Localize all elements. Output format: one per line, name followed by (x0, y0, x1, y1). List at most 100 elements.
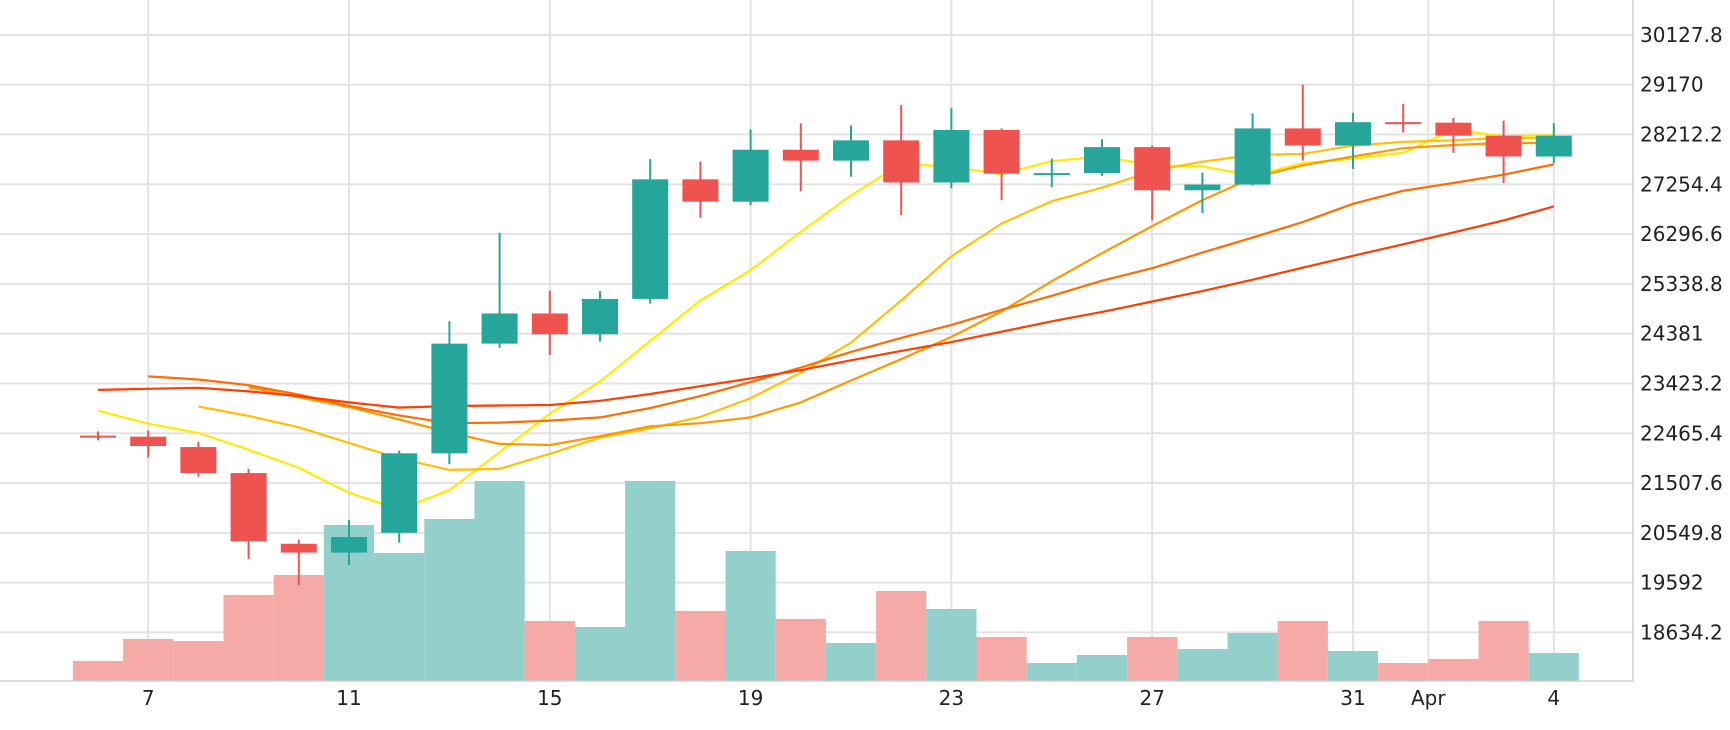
candle (531, 290, 568, 356)
candle-body (331, 537, 367, 553)
candle (1385, 103, 1422, 133)
volume-bar (1076, 655, 1128, 681)
x-tick-label: 31 (1340, 686, 1365, 710)
x-tick-label: 7 (142, 686, 155, 710)
candle-body (1084, 147, 1120, 174)
x-tick-label: 11 (336, 686, 361, 710)
candle (933, 108, 970, 189)
y-tick-label: 23423.2 (1640, 371, 1723, 395)
moving-average-line (198, 136, 1554, 471)
volume-bar (1127, 637, 1178, 681)
volume-bar (675, 611, 726, 681)
candle (381, 450, 418, 543)
candle (180, 441, 217, 477)
candle-body (983, 129, 1020, 174)
candle-body (481, 313, 518, 344)
volume-bar (825, 643, 877, 681)
candle (331, 519, 367, 566)
tick-labels: 30127.8 29170 28212.2 27254.4 26296.6 25338.8… (142, 23, 1723, 710)
candle (1435, 118, 1472, 153)
volume-bar (775, 619, 826, 681)
volume-bar (524, 621, 575, 681)
volume-bar (374, 553, 425, 681)
candle-body (682, 179, 719, 202)
x-tick-label: Apr (1411, 686, 1446, 710)
volume-bar (1177, 649, 1228, 681)
volume-bar (474, 481, 525, 681)
volume-bar (1428, 659, 1479, 681)
candle-body (1535, 135, 1572, 157)
candle (280, 539, 317, 585)
volume-bar (1327, 651, 1379, 681)
y-tick-label: 24381 (1640, 322, 1704, 346)
volume-bar (173, 641, 224, 681)
candle-body (1284, 128, 1321, 146)
volume-bar (72, 661, 124, 681)
candle (230, 468, 267, 559)
candle (682, 161, 719, 218)
volume-bar (625, 481, 676, 681)
candle (582, 291, 618, 342)
volume-bar (1277, 621, 1328, 681)
candle-body (1234, 128, 1271, 185)
x-tick-label: 15 (537, 686, 562, 710)
volume-bar (1026, 663, 1077, 681)
axes (0, 0, 1634, 682)
candle (130, 430, 167, 458)
candle (782, 123, 819, 192)
moving-average-line (148, 163, 1555, 425)
candle (481, 232, 518, 348)
candle-body (1184, 184, 1221, 191)
candle-body (782, 149, 819, 161)
candle-body (1335, 122, 1371, 146)
y-tick-label: 29170 (1640, 73, 1704, 97)
y-tick-label: 20549.8 (1640, 521, 1723, 545)
y-tick-label: 26296.6 (1640, 222, 1723, 246)
x-tick-label: 23 (939, 686, 964, 710)
candle (983, 128, 1020, 201)
candle-body (1485, 135, 1522, 157)
candle (1535, 123, 1572, 164)
candle-body (632, 179, 669, 299)
volume-bar (273, 575, 324, 681)
candle-body (280, 543, 317, 553)
candle-body (130, 436, 167, 447)
candle-body (381, 453, 418, 533)
x-tick-label: 19 (738, 686, 763, 710)
volume-bar (574, 627, 626, 681)
candle-body (1435, 122, 1472, 136)
candle-body (933, 129, 970, 183)
candle-body (531, 313, 568, 335)
y-tick-label: 30127.8 (1640, 23, 1723, 47)
volume-bar (1227, 633, 1278, 681)
volume-bar (976, 637, 1027, 681)
y-tick-label: 22465.4 (1640, 421, 1723, 445)
candle-body (1033, 173, 1070, 176)
moving-average-line (97, 128, 1554, 511)
y-tick-label: 21507.6 (1640, 471, 1723, 495)
candle-body (80, 435, 116, 438)
candle (883, 105, 920, 216)
candle (80, 431, 116, 441)
grid (0, 0, 1633, 681)
candle (1485, 120, 1522, 183)
y-tick-label: 19592 (1640, 571, 1704, 595)
candles (80, 84, 1572, 585)
candle (1084, 139, 1120, 176)
volume-bar (725, 551, 776, 681)
volume-bar (123, 639, 174, 681)
candle (1335, 112, 1371, 169)
moving-averages (97, 128, 1555, 511)
candle-body (180, 447, 217, 474)
candle (1184, 172, 1221, 214)
candle-body (833, 140, 869, 161)
candle (431, 321, 468, 465)
volume-bar (1478, 621, 1529, 681)
candle (1234, 113, 1271, 186)
y-tick-label: 27254.4 (1640, 172, 1723, 196)
candle-body (431, 343, 468, 454)
y-tick-label: 25338.8 (1640, 272, 1723, 296)
volume-bar (876, 591, 927, 681)
